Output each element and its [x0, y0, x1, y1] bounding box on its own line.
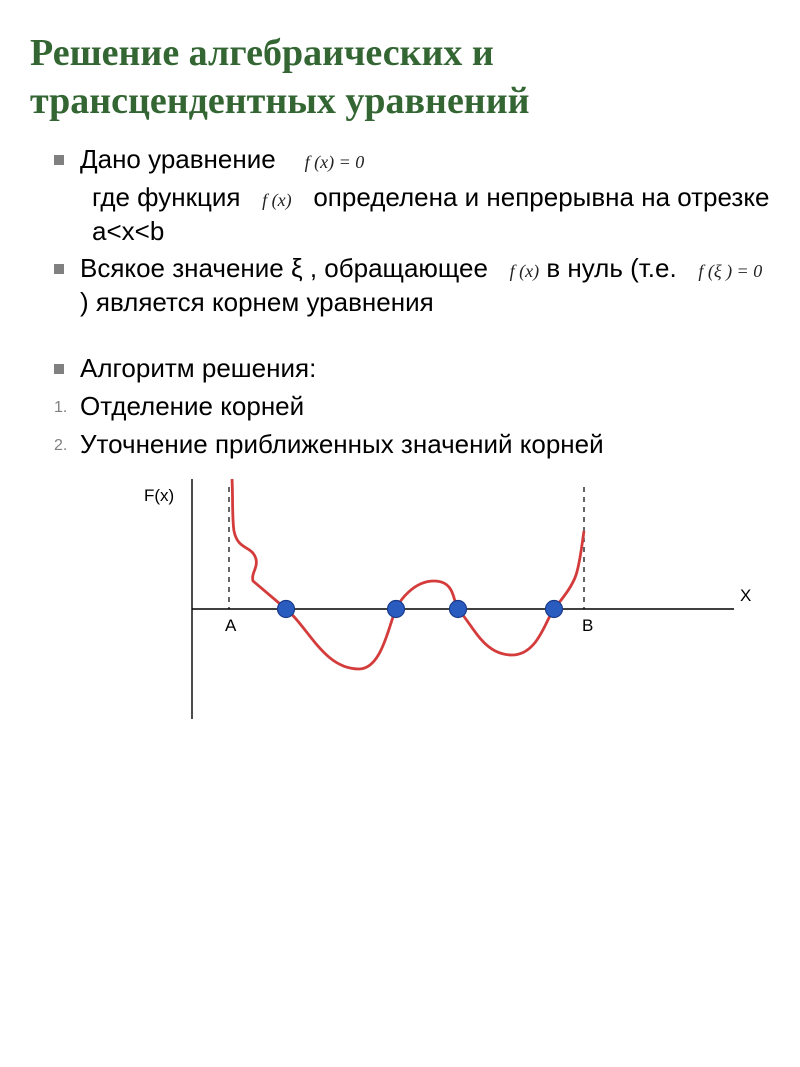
- svg-text:B: B: [582, 616, 593, 635]
- b1-text: Дано уравнение: [80, 144, 276, 174]
- line-2: где функция f (x) определена и непрерывн…: [92, 181, 770, 249]
- svg-text:X: X: [740, 586, 751, 605]
- formula-fx: f (x): [262, 190, 291, 210]
- num-label-1: 1.: [54, 399, 80, 417]
- n2-text: Уточнение приближенных значений корней: [80, 428, 770, 462]
- bullet-icon: [54, 264, 64, 274]
- b2a: Всякое значение ξ , обращающее: [80, 253, 488, 283]
- num-label-2: 2.: [54, 437, 80, 455]
- bullet-icon: [54, 155, 64, 165]
- formula-fxi: f (ξ ) = 0: [698, 261, 762, 281]
- bullet-2: Всякое значение ξ , обращающее f (x) в н…: [54, 252, 770, 320]
- function-chart: F(x) X A B: [114, 469, 754, 729]
- page-title: Решение алгебраических и трансцендентных…: [0, 0, 800, 139]
- content-body: Дано уравнение f (x) = 0 где функция f (…: [0, 143, 800, 729]
- formula-fx0: f (x) = 0: [305, 152, 365, 172]
- formula-fx2: f (x): [510, 261, 539, 281]
- svg-text:F(x): F(x): [144, 486, 174, 505]
- bullet-3: Алгоритм решения:: [54, 352, 770, 386]
- l2a: где функция: [92, 182, 241, 212]
- num-item-2: 2. Уточнение приближенных значений корне…: [54, 428, 770, 462]
- n1-text: Отделение корней: [80, 390, 770, 424]
- bullet-1: Дано уравнение f (x) = 0: [54, 143, 770, 177]
- bullet-icon: [54, 364, 64, 374]
- num-item-1: 1. Отделение корней: [54, 390, 770, 424]
- b3-text: Алгоритм решения:: [80, 352, 770, 386]
- b2c: ) является корнем уравнения: [80, 287, 434, 317]
- svg-text:A: A: [225, 616, 237, 635]
- b2b: в нуль (т.е.: [546, 253, 676, 283]
